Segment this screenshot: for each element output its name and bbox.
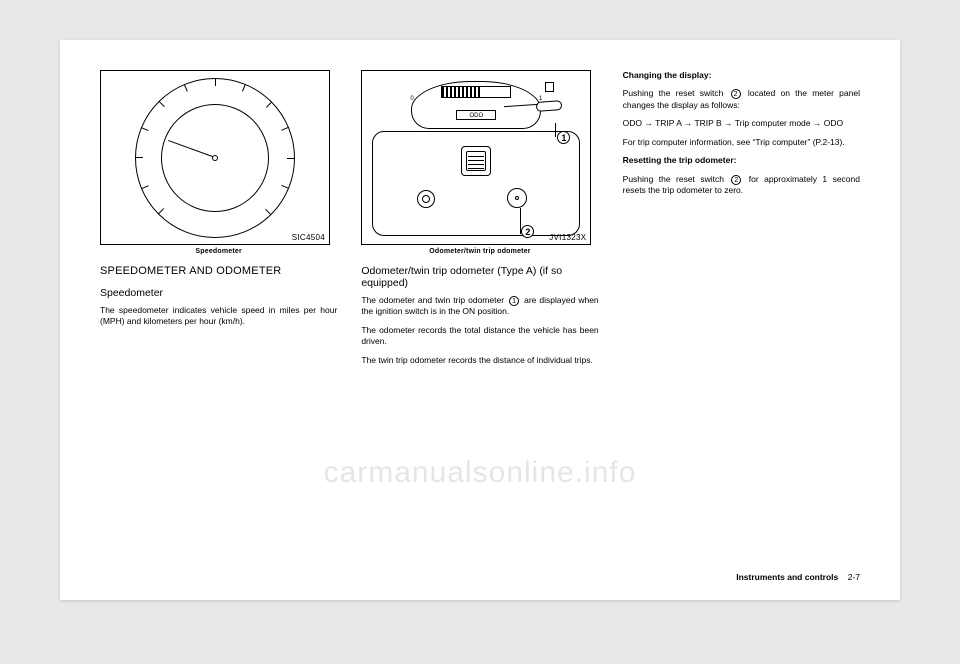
fuel-pump-icon: [545, 82, 554, 92]
subheading-odometer: Odometer/twin trip odometer (Type A) (if…: [361, 265, 598, 289]
odometer-lcd: ODO: [456, 110, 496, 120]
tick: [287, 158, 295, 159]
heading-speedometer-odometer: SPEEDOMETER AND ODOMETER: [100, 265, 337, 277]
column-2: 0 1 ODO 1 2 JVI1323X Odometer/twin trip …: [361, 70, 598, 373]
page-footer: Instruments and controls 2-7: [736, 572, 860, 582]
dash-panel: [372, 131, 580, 236]
column-1: SIC4504 Speedometer SPEEDOMETER AND ODOM…: [100, 70, 337, 373]
manual-page: SIC4504 Speedometer SPEEDOMETER AND ODOM…: [60, 40, 900, 600]
text: The odometer and twin trip odometer: [361, 295, 507, 305]
fuel-empty-label: 0: [410, 96, 413, 102]
paragraph: The odometer and twin trip odometer 1 ar…: [361, 295, 598, 318]
column-layout: SIC4504 Speedometer SPEEDOMETER AND ODOM…: [100, 70, 860, 373]
odometer-illustration: 0 1 ODO 1 2: [372, 93, 580, 236]
watermark: carmanualsonline.info: [60, 456, 900, 490]
figure-caption: Speedometer: [100, 248, 337, 255]
figure-code: JVI1323X: [549, 233, 586, 242]
footer-page: 2-7: [848, 572, 860, 582]
callout-2: 2: [521, 225, 534, 238]
column-3: Changing the display: Pushing the reset …: [623, 70, 860, 373]
figure-code: SIC4504: [292, 233, 325, 242]
paragraph: The twin trip odometer records the dista…: [361, 355, 598, 366]
fuel-hatch: [442, 87, 479, 97]
figure-odometer: 0 1 ODO 1 2 JVI1323X: [361, 70, 591, 245]
paragraph: For trip computer information, see “Trip…: [623, 137, 860, 148]
paragraph: The speedometer indicates vehicle speed …: [100, 305, 337, 328]
speedometer-hub: [212, 155, 218, 161]
subheading-resetting: Resetting the trip odometer:: [623, 155, 860, 166]
figure-speedometer: SIC4504: [100, 70, 330, 245]
reset-switch: [507, 188, 527, 208]
vent-slats: [468, 153, 484, 169]
circled-1-icon: 1: [509, 296, 519, 306]
left-knob: [417, 190, 435, 208]
tick: [215, 78, 216, 86]
tick: [135, 157, 143, 158]
center-vent: [461, 146, 491, 176]
paragraph: Pushing the reset switch 2 for approxima…: [623, 174, 860, 197]
leader-line-1: [555, 123, 556, 137]
paragraph: Pushing the reset switch 2 located on th…: [623, 88, 860, 111]
footer-section: Instruments and controls: [736, 572, 838, 582]
subheading-speedometer: Speedometer: [100, 287, 337, 299]
subheading-changing-display: Changing the display:: [623, 70, 860, 81]
paragraph-sequence: ODO → TRIP A → TRIP B → Trip computer mo…: [623, 118, 860, 129]
circled-2-icon: 2: [731, 89, 741, 99]
text: Pushing the reset switch: [623, 174, 730, 184]
text: Pushing the reset switch: [623, 88, 729, 98]
fuel-gauge: [441, 86, 511, 98]
stalk: [536, 100, 563, 112]
circled-2-icon: 2: [731, 175, 741, 185]
paragraph: The odometer records the total distance …: [361, 325, 598, 348]
fuel-fill: [442, 87, 479, 97]
reset-switch-dot: [515, 196, 519, 200]
figure-caption: Odometer/twin trip odometer: [361, 248, 598, 255]
